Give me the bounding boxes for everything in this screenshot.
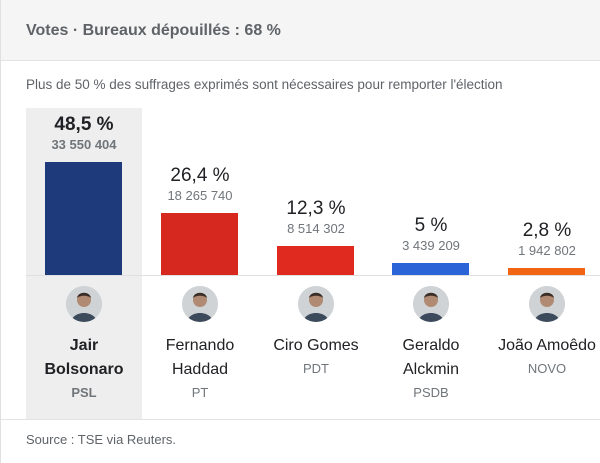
candidate-name: Geraldo Alckmin — [402, 337, 460, 378]
candidate-photo-icon — [529, 286, 565, 322]
candidate-name: Jair Bolsonaro — [44, 337, 124, 378]
candidate-photo-icon — [413, 286, 449, 322]
party-label: PT — [191, 385, 209, 400]
card-header: Votes · Bureaux dépouillés : 68 % — [1, 0, 600, 61]
candidate-name: Fernando Haddad — [165, 337, 235, 378]
bar-ciro-gomes — [277, 246, 354, 275]
party-label: PSDB — [413, 385, 449, 400]
votes-label: 1 942 802 — [518, 243, 576, 258]
votes-label: 18 265 740 — [167, 188, 233, 203]
bar-fernando-haddad — [161, 213, 238, 275]
bar-jair-bolsonaro — [45, 162, 122, 275]
candidate-name: Ciro Gomes — [273, 337, 359, 354]
candidate-name: João Amoêdo — [498, 337, 596, 354]
party-label: PSL — [71, 385, 97, 400]
percent-label: 5 % — [414, 215, 448, 236]
candidate-column-fernando-haddad: 26,4 % 18 265 740 Fernando Haddad PT — [142, 108, 258, 419]
party-label: NOVO — [527, 361, 567, 376]
percent-label: 2,8 % — [522, 220, 572, 241]
candidate-column-jair-bolsonaro: 48,5 % 33 550 404 Jair Bolsonaro PSL — [26, 108, 142, 419]
header-title: Votes · Bureaux dépouillés : 68 % — [26, 22, 281, 39]
percent-label: 48,5 % — [54, 114, 114, 135]
percent-label: 26,4 % — [170, 165, 230, 186]
chart-baseline — [26, 275, 600, 276]
chart-subtitle: Plus de 50 % des suffrages exprimés sont… — [26, 77, 503, 92]
percent-label: 12,3 % — [286, 198, 346, 219]
bar-geraldo-alckmin — [392, 263, 469, 275]
card-footer: Source : TSE via Reuters. — [1, 419, 600, 463]
candidate-photo-icon — [66, 286, 102, 322]
candidate-photo-icon — [298, 286, 334, 322]
candidate-photo-icon — [182, 286, 218, 322]
bar-joao-amoedo — [508, 268, 585, 275]
party-label: PDT — [303, 361, 329, 376]
candidate-column-geraldo-alckmin: 5 % 3 439 209 Geraldo Alckmin PSDB — [373, 108, 489, 419]
votes-label: 3 439 209 — [402, 238, 460, 253]
candidate-column-joao-amoedo: 2,8 % 1 942 802 João Amoêdo NOVO — [489, 108, 600, 419]
votes-label: 33 550 404 — [51, 137, 117, 152]
source-note: Source : TSE via Reuters. — [26, 432, 177, 447]
candidate-column-ciro-gomes: 12,3 % 8 514 302 Ciro Gomes PDT — [258, 108, 374, 419]
votes-label: 8 514 302 — [287, 221, 345, 236]
